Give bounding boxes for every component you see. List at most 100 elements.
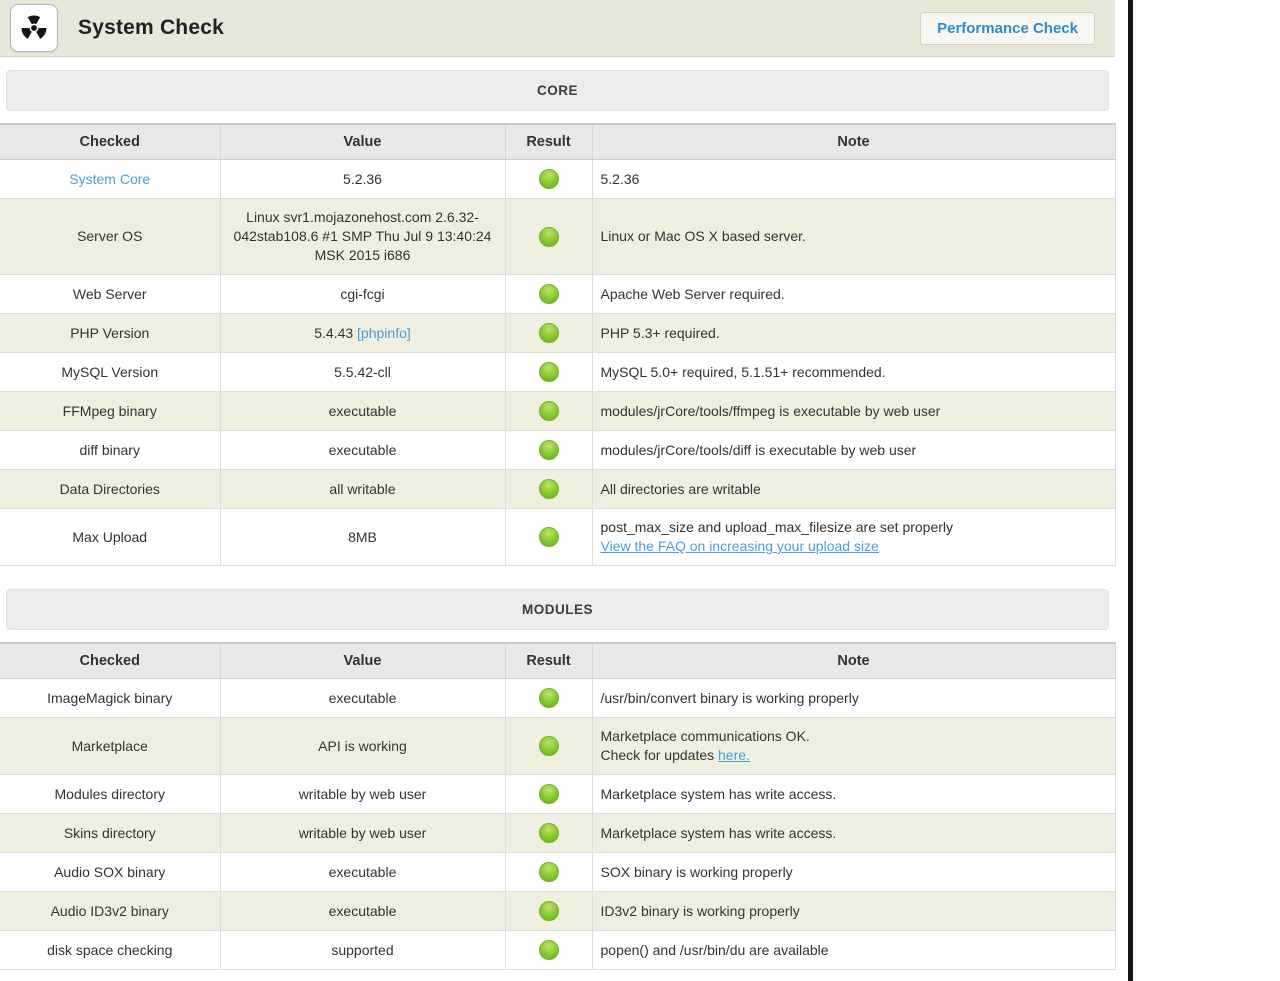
table-row: PHP Version 5.4.43 [phpinfo] PHP 5.3+ requ…	[0, 313, 1116, 353]
value-cell-text: supported	[331, 941, 394, 958]
checked-cell-text: Server OS	[77, 228, 143, 244]
section-title-core: CORE	[6, 70, 1109, 111]
table-row: disk space checking supported popen() and …	[0, 930, 1116, 970]
checked-cell: System Core	[0, 159, 221, 199]
table-row: Audio ID3v2 binary executable ID3v2 binary…	[0, 891, 1116, 931]
value-cell: 5.4.43 [phpinfo]	[220, 313, 506, 353]
modules-table: Checked Value Result Note ImageMagick bi…	[0, 642, 1116, 970]
result-cell	[505, 717, 593, 775]
value-cell: all writable	[220, 469, 506, 509]
value-cell-text: writable by web user	[298, 785, 427, 802]
checked-cell: Skins directory	[0, 813, 221, 853]
checked-cell: Data Directories	[0, 469, 221, 509]
note-cell-text: modules/jrCore/tools/ffmpeg is executabl…	[600, 402, 941, 419]
value-cell-text: executable	[328, 689, 397, 706]
checked-cell-text: Audio ID3v2 binary	[50, 902, 169, 919]
value-cell-link[interactable]: [phpinfo]	[357, 324, 411, 341]
note-cell: All directories are writable	[592, 469, 1116, 509]
checked-cell-text: MySQL Version	[61, 363, 159, 380]
table-row: ImageMagick binary executable/usr/bin/con…	[0, 678, 1116, 718]
value-cell-text: 5.2.36	[343, 170, 382, 187]
value-cell: writable by web user	[220, 774, 506, 814]
note-cell-text: Linux or Mac OS X based server.	[600, 228, 806, 244]
result-cell	[505, 930, 593, 970]
value-cell: cgi-fcgi	[220, 274, 506, 314]
core-table-body: System Core 5.2.36 5.2.36 Server OS Linux sv…	[0, 159, 1116, 566]
checked-cell: PHP Version	[0, 313, 221, 353]
result-cell	[505, 774, 593, 814]
note-cell: ID3v2 binary is working properly	[592, 891, 1116, 931]
table-row: Skins directory writable by web user Marke…	[0, 813, 1116, 853]
table-row: Web Server cgi-fcgi Apache Web Server requ…	[0, 274, 1116, 314]
checked-cell-text: Marketplace	[71, 737, 148, 754]
note-cell-text: Marketplace communications OK.	[600, 728, 810, 744]
table-row: Data Directories all writable All director…	[0, 469, 1116, 509]
status-ok-icon	[538, 440, 559, 460]
vertical-divider	[1128, 0, 1133, 981]
note-cell: PHP 5.3+ required.	[592, 313, 1116, 353]
checked-cell-text: Data Directories	[59, 480, 160, 497]
result-cell	[505, 313, 593, 353]
table-row: Marketplace API is working Marketplace com…	[0, 717, 1116, 775]
note-cell-text: MySQL 5.0+ required, 5.1.51+ recommended…	[600, 363, 886, 380]
value-cell-text: 8MB	[348, 528, 377, 545]
radiation-icon	[21, 15, 47, 39]
table-row: Audio SOX binary executable SOX binary is …	[0, 852, 1116, 892]
core-table: Checked Value Result Note System Core 5.2…	[0, 123, 1116, 566]
status-ok-icon	[538, 226, 559, 247]
result-cell	[505, 852, 593, 892]
value-cell: executable	[220, 391, 506, 431]
result-cell	[505, 198, 593, 275]
system-check-icon-button[interactable]	[10, 4, 58, 52]
note-cell-link[interactable]: here.	[718, 747, 750, 763]
checked-cell: Marketplace	[0, 717, 221, 775]
value-cell: executable	[220, 891, 506, 931]
value-cell: API is working	[220, 717, 506, 775]
value-cell-text: executable	[328, 902, 397, 919]
note-cell-text: All directories are writable	[600, 480, 761, 497]
status-ok-icon	[538, 784, 559, 804]
table-row: System Core 5.2.36 5.2.36	[0, 159, 1116, 199]
value-cell-text: executable	[328, 441, 397, 458]
column-header-checked: Checked	[0, 123, 221, 160]
page-header: System Check Performance Check	[0, 0, 1115, 57]
value-cell: 8MB	[220, 508, 506, 566]
checked-cell-text: Modules directory	[54, 785, 166, 802]
checked-cell-text: Web Server	[72, 285, 147, 302]
note-cell-text: PHP 5.3+ required.	[600, 324, 720, 341]
note-cell-text: /usr/bin/convert binary is working prope…	[600, 689, 859, 706]
table-header-row: Checked Value Result Note	[0, 123, 1116, 160]
status-ok-icon	[538, 940, 559, 960]
value-cell-text: 5.4.43	[314, 324, 358, 341]
note-cell-text: popen() and /usr/bin/du are available	[600, 941, 829, 958]
table-row: FFMpeg binary executable modules/jrCore/to…	[0, 391, 1116, 431]
table-header-row: Checked Value Result Note	[0, 642, 1116, 679]
table-row: Max Upload 8MB post_max_size and upload_ma…	[0, 508, 1116, 566]
checked-cell-link[interactable]: System Core	[69, 170, 151, 187]
performance-check-button[interactable]: Performance Check	[920, 11, 1095, 45]
column-header-value: Value	[220, 123, 506, 160]
result-cell	[505, 508, 593, 566]
note-cell-text: modules/jrCore/tools/diff is executable …	[600, 441, 917, 458]
note-cell-text: 5.2.36	[600, 170, 640, 187]
checked-cell: Audio ID3v2 binary	[0, 891, 221, 931]
status-ok-icon	[538, 901, 559, 921]
value-cell: executable	[220, 430, 506, 470]
page-title: System Check	[78, 16, 224, 39]
note-cell: Marketplace communications OK. Check for …	[592, 717, 1116, 775]
checked-cell-text: FFMpeg binary	[62, 402, 157, 419]
value-cell-text: Linux svr1.mojazonehost.com 2.6.32-042st…	[233, 209, 492, 263]
value-cell-text: API is working	[318, 737, 407, 754]
status-ok-icon	[538, 284, 559, 304]
table-row: MySQL Version 5.5.42-cll MySQL 5.0+ requir…	[0, 352, 1116, 392]
value-cell-text: 5.5.42-cll	[334, 363, 391, 380]
column-header-value: Value	[220, 642, 506, 679]
value-cell: 5.5.42-cll	[220, 352, 506, 392]
status-ok-icon	[538, 169, 559, 189]
value-cell: executable	[220, 852, 506, 892]
note-cell: Marketplace system has write access.	[592, 813, 1116, 853]
note-cell: 5.2.36	[592, 159, 1116, 199]
status-ok-icon	[538, 527, 559, 547]
result-cell	[505, 813, 593, 853]
note-cell-link[interactable]: View the FAQ on increasing your upload s…	[600, 538, 879, 554]
